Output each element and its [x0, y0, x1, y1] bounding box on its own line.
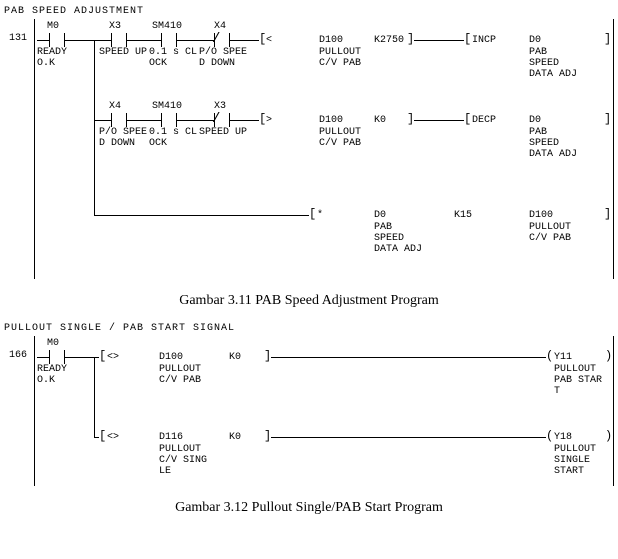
coil-close: )	[605, 429, 612, 443]
instruction-close: ]	[264, 429, 271, 443]
ladder-diagram-2: 166 M0 READY O.K [ <> D100 PULLOUT C/V P…	[4, 336, 614, 486]
contact-desc: P/O SPEE D DOWN	[199, 47, 247, 69]
contact-addr: SM410	[152, 21, 182, 32]
ladder-diagram-1: 131 M0 READY O.K X3 SPEED UP SM410 0.1 s…	[4, 19, 614, 279]
compare-b: K2750	[374, 35, 404, 46]
contact-desc: SPEED UP	[99, 47, 147, 58]
instruction-close: ]	[604, 32, 611, 46]
compare-a-desc: PULLOUT C/V PAB	[319, 47, 361, 69]
compare-op: <	[266, 35, 272, 46]
output-a: D0	[529, 115, 541, 126]
contact-desc: READY O.K	[37, 364, 67, 386]
mul-a-desc: PAB SPEED DATA ADJ	[374, 222, 422, 255]
contact-no	[99, 33, 139, 47]
contact-addr: X4	[109, 101, 121, 112]
compare-a: D100	[159, 352, 183, 363]
contact-desc: READY O.K	[37, 47, 67, 69]
coil-desc: PULLOUT SINGLE START	[554, 444, 596, 477]
instruction-close: ]	[264, 349, 271, 363]
instruction-close: ]	[407, 32, 414, 46]
mul-a: D0	[374, 210, 386, 221]
instruction-open: [	[464, 112, 471, 126]
compare-b: K0	[374, 115, 386, 126]
mul-b: K15	[454, 210, 472, 221]
mul-op: *	[317, 210, 323, 221]
compare-a-desc: PULLOUT C/V PAB	[159, 364, 201, 386]
output-a-desc: PAB SPEED DATA ADJ	[529, 127, 577, 160]
contact-no	[149, 33, 189, 47]
compare-a: D100	[319, 115, 343, 126]
contact-desc: 0.1 s CL OCK	[149, 127, 197, 149]
right-rail	[613, 336, 614, 486]
contact-nc: /	[202, 33, 242, 47]
section-header-2: PULLOUT SINGLE / PAB START SIGNAL	[4, 323, 614, 334]
left-rail	[34, 19, 35, 279]
compare-b: K0	[229, 352, 241, 363]
section-header-1: PAB SPEED ADJUSTMENT	[4, 6, 614, 17]
output-a: D0	[529, 35, 541, 46]
output-a-desc: PAB SPEED DATA ADJ	[529, 47, 577, 80]
contact-desc: 0.1 s CL OCK	[149, 47, 197, 69]
compare-a-desc: PULLOUT C/V SING LE	[159, 444, 207, 477]
contact-addr: M0	[47, 21, 59, 32]
compare-a-desc: PULLOUT C/V PAB	[319, 127, 361, 149]
instruction-close: ]	[604, 112, 611, 126]
mul-c-desc: PULLOUT C/V PAB	[529, 222, 571, 244]
instruction-open: [	[309, 207, 316, 221]
contact-addr: SM410	[152, 101, 182, 112]
contact-no	[99, 113, 139, 127]
coil-addr: Y11	[554, 352, 572, 363]
left-rail	[34, 336, 35, 486]
compare-b: K0	[229, 432, 241, 443]
compare-op: <>	[107, 432, 119, 443]
contact-desc: SPEED UP	[199, 127, 247, 138]
contact-nc: /	[202, 113, 242, 127]
instruction-open: [	[464, 32, 471, 46]
compare-a: D116	[159, 432, 183, 443]
step-number: 131	[9, 33, 27, 44]
coil-addr: Y18	[554, 432, 572, 443]
contact-addr: M0	[47, 338, 59, 349]
instruction-open: [	[99, 349, 106, 363]
step-number: 166	[9, 350, 27, 361]
compare-a: D100	[319, 35, 343, 46]
contact-addr: X3	[109, 21, 121, 32]
figure-caption-2: Gambar 3.12 Pullout Single/PAB Start Pro…	[4, 500, 614, 516]
output-inst: INCP	[472, 35, 496, 46]
instruction-open: [	[99, 429, 106, 443]
coil-close: )	[605, 349, 612, 363]
compare-op: <>	[107, 352, 119, 363]
contact-desc: P/O SPEE D DOWN	[99, 127, 147, 149]
mul-c: D100	[529, 210, 553, 221]
coil-desc: PULLOUT PAB STAR T	[554, 364, 602, 397]
instruction-close: ]	[604, 207, 611, 221]
contact-no	[37, 33, 77, 47]
output-inst: DECP	[472, 115, 496, 126]
coil-open: (	[546, 349, 553, 363]
coil-open: (	[546, 429, 553, 443]
contact-no	[37, 350, 77, 364]
compare-op: >	[266, 115, 272, 126]
instruction-close: ]	[407, 112, 414, 126]
figure-caption-1: Gambar 3.11 PAB Speed Adjustment Program	[4, 293, 614, 309]
right-rail	[613, 19, 614, 279]
contact-no	[149, 113, 189, 127]
